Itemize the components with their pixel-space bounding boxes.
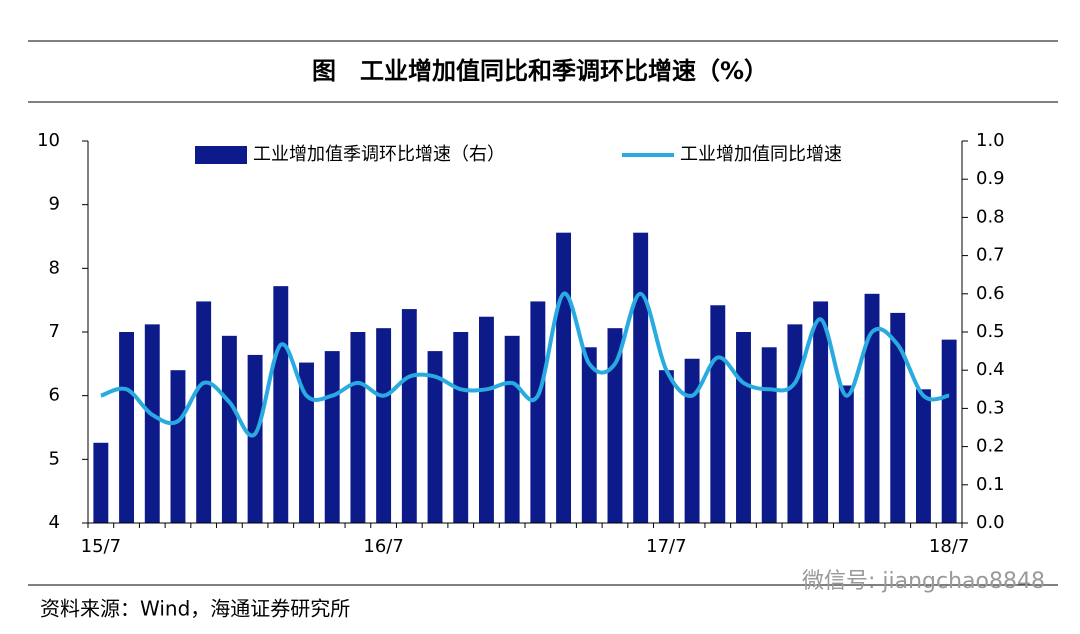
bar	[401, 309, 417, 523]
bar	[864, 293, 880, 523]
bar	[736, 332, 751, 523]
y2-tick-label: 0.8	[976, 206, 1005, 227]
bar	[658, 370, 674, 523]
y-tick-label: 7	[49, 321, 60, 342]
y2-tick-label: 0.7	[976, 245, 1005, 266]
bar	[504, 335, 520, 523]
y-tick-label: 8	[49, 257, 60, 278]
bar	[556, 232, 572, 523]
line	[100, 291, 950, 438]
bar	[119, 332, 135, 523]
bar	[299, 362, 314, 523]
legend-label: 工业增加值季调环比增速（右）	[253, 144, 505, 165]
bar	[144, 324, 160, 523]
x-tick-label: 15/7	[81, 536, 121, 557]
y-tick-label: 4	[49, 512, 60, 533]
bar	[838, 385, 854, 523]
bar	[376, 328, 392, 523]
bar	[890, 312, 906, 523]
bar	[530, 301, 546, 523]
bar	[453, 332, 469, 523]
y2-tick-label: 0.2	[976, 436, 1005, 457]
y2-tick-label: 0.6	[976, 283, 1005, 304]
x-tick-label: 16/7	[363, 536, 403, 557]
y-tick-label: 9	[49, 194, 60, 215]
y-tick-label: 6	[49, 385, 60, 406]
bar	[273, 286, 289, 523]
y-tick-label: 10	[37, 130, 60, 151]
bar	[221, 335, 237, 523]
source-note: 资料来源：Wind，海通证券研究所	[40, 597, 350, 621]
bar	[170, 370, 186, 523]
bar	[427, 351, 443, 523]
y2-tick-label: 1.0	[976, 130, 1005, 151]
bar	[710, 305, 726, 523]
bar	[581, 347, 597, 523]
bar	[196, 301, 212, 523]
bar	[247, 354, 263, 523]
bar	[813, 301, 829, 523]
y2-tick-label: 0.1	[976, 474, 1005, 495]
y2-tick-label: 0.4	[976, 359, 1005, 380]
bar	[607, 328, 623, 523]
bar	[478, 316, 494, 523]
chart-title: 图 工业增加值同比和季调环比增速（%）	[312, 57, 768, 85]
legend-swatch	[195, 146, 247, 164]
y2-tick-label: 0.5	[976, 321, 1005, 342]
y2-tick-label: 0.0	[976, 512, 1005, 533]
bar	[787, 324, 803, 523]
y2-tick-label: 0.9	[976, 168, 1005, 189]
bar	[941, 339, 957, 523]
bar	[633, 232, 649, 523]
y-tick-label: 5	[49, 448, 60, 469]
watermark: 微信号: jiangchao8848	[802, 569, 1045, 594]
bar	[761, 347, 777, 523]
y2-tick-label: 0.3	[976, 397, 1005, 418]
bar	[350, 332, 366, 523]
legend-label: 工业增加值同比增速	[680, 144, 842, 165]
bar	[915, 389, 931, 523]
x-tick-label: 18/7	[929, 536, 969, 557]
bar	[684, 358, 700, 523]
bar	[93, 442, 109, 523]
x-tick-label: 17/7	[646, 536, 686, 557]
bar	[324, 351, 340, 523]
